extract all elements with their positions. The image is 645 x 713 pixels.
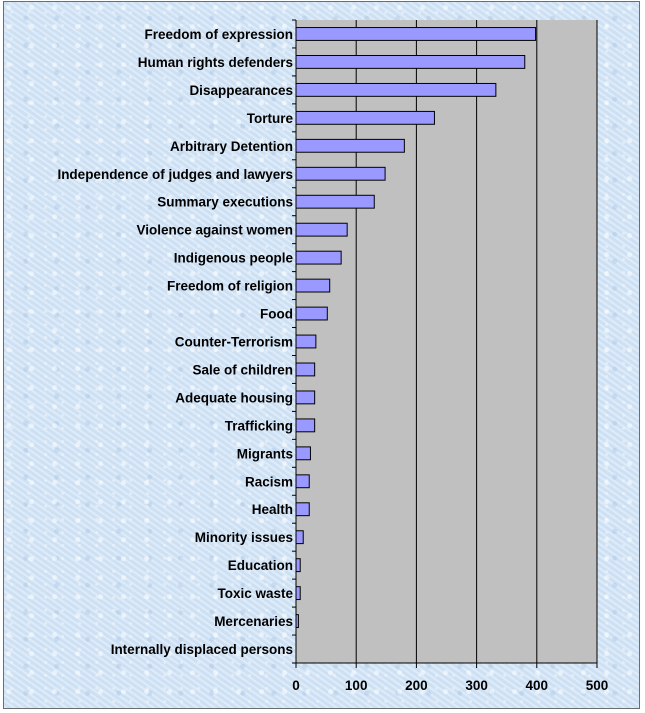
category-label: Mercenaries [214, 614, 293, 629]
bar [295, 474, 310, 489]
category-labels: Freedom of expression Human rights defend… [57, 27, 293, 657]
category-label: Indigenous people [174, 251, 294, 266]
category-label: Disappearances [189, 83, 293, 98]
category-label: Freedom of religion [167, 279, 293, 294]
category-label: Trafficking [225, 418, 293, 433]
bars [295, 27, 537, 628]
bar [295, 418, 316, 433]
category-label: Sale of children [192, 362, 293, 377]
category-label: Health [252, 502, 293, 517]
bar-chart: 0 100 200 300 400 500 Freedom of expression Hu… [57, 19, 608, 693]
x-tick-label: 200 [405, 678, 428, 693]
bar [295, 194, 375, 209]
x-tick-label: 400 [526, 678, 549, 693]
bar [295, 334, 317, 349]
category-label: Food [260, 307, 293, 322]
bar [295, 586, 301, 601]
category-label: Human rights defenders [138, 55, 293, 70]
category-label: Racism [245, 474, 293, 489]
category-label: Adequate housing [175, 390, 293, 405]
tick-marks [292, 19, 598, 668]
bar [295, 306, 328, 321]
bar [295, 530, 304, 545]
bar [295, 110, 435, 125]
category-label: Migrants [237, 446, 293, 461]
category-label: Violence against women [136, 223, 293, 238]
bar [295, 82, 497, 97]
bar [295, 446, 311, 461]
bar [295, 55, 526, 69]
bar [295, 390, 316, 405]
plot-area [296, 20, 597, 663]
category-label: Toxic waste [217, 586, 293, 601]
gridlines [355, 20, 598, 663]
x-tick-label: 300 [465, 678, 488, 693]
category-label: Torture [247, 111, 294, 126]
bar [295, 222, 348, 237]
bar [295, 558, 301, 573]
category-label: Internally displaced persons [111, 642, 293, 657]
chart-frame: 0 100 200 300 400 500 Freedom of expression Hu… [3, 1, 640, 709]
bar [295, 278, 331, 293]
x-tick-labels: 0 100 200 300 400 500 [292, 678, 608, 693]
category-label: Education [228, 558, 293, 573]
x-tick-label: 100 [345, 678, 368, 693]
category-label: Summary executions [157, 195, 293, 210]
category-label: Arbitrary Detention [170, 139, 293, 154]
category-label: Minority issues [195, 530, 293, 545]
bar [295, 362, 316, 377]
bar [295, 27, 537, 41]
bar [295, 502, 310, 517]
x-tick-label: 0 [292, 678, 300, 693]
category-label: Independence of judges and lawyers [57, 167, 293, 182]
bar [295, 250, 342, 265]
bar [295, 138, 405, 153]
x-tick-label: 500 [586, 678, 609, 693]
category-label: Counter-Terrorism [175, 335, 293, 350]
bar [295, 166, 386, 181]
category-label: Freedom of expression [144, 27, 293, 42]
